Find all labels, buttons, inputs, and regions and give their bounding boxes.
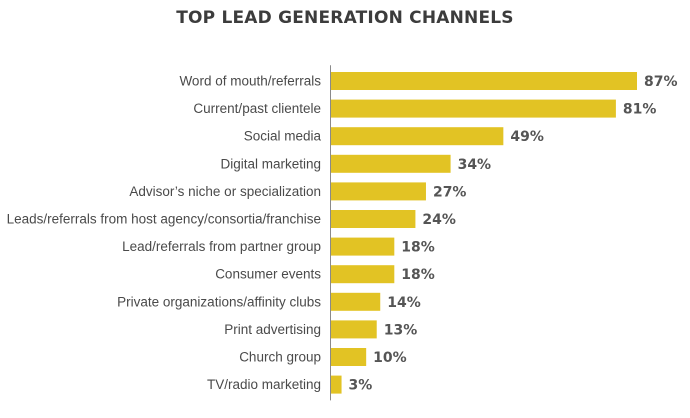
value-label: 14% — [387, 295, 421, 311]
bar — [331, 210, 416, 228]
bars-group: Word of mouth/referrals 87% Current/past c… — [7, 72, 678, 394]
category-label: Consumer events — [215, 267, 321, 282]
bar — [331, 320, 377, 339]
value-label: 87% — [644, 74, 678, 90]
value-label: 81% — [623, 102, 657, 118]
category-label: Print advertising — [224, 322, 321, 337]
category-label: Social media — [244, 129, 322, 144]
category-label: Private organizations/affinity clubs — [117, 294, 321, 309]
bar — [331, 292, 381, 311]
category-label: Digital marketing — [220, 156, 321, 171]
bar — [331, 154, 451, 173]
value-label: 49% — [510, 129, 544, 145]
category-label: Current/past clientele — [193, 101, 321, 116]
value-label: 10% — [373, 350, 407, 366]
bar — [331, 127, 504, 146]
bar — [331, 375, 342, 394]
bar — [331, 99, 616, 118]
value-label: 13% — [384, 322, 418, 338]
value-label: 3% — [349, 378, 373, 394]
value-label: 18% — [401, 267, 435, 283]
bar — [331, 182, 426, 201]
bar — [331, 265, 395, 284]
bar — [331, 72, 637, 90]
value-label: 27% — [433, 184, 467, 200]
category-label: TV/radio marketing — [207, 377, 321, 392]
category-label: Word of mouth/referrals — [179, 74, 321, 89]
bar — [331, 237, 395, 256]
value-label: 18% — [401, 240, 435, 256]
category-label: Lead/referrals from partner group — [122, 239, 321, 254]
chart-title: TOP LEAD GENERATION CHANNELS — [176, 8, 514, 28]
bar — [331, 348, 367, 366]
value-label: 34% — [458, 157, 492, 173]
category-label: Church group — [239, 350, 321, 365]
category-label: Leads/referrals from host agency/consort… — [7, 212, 321, 227]
category-label: Advisor’s niche or specialization — [129, 184, 321, 199]
value-label: 24% — [422, 212, 456, 228]
